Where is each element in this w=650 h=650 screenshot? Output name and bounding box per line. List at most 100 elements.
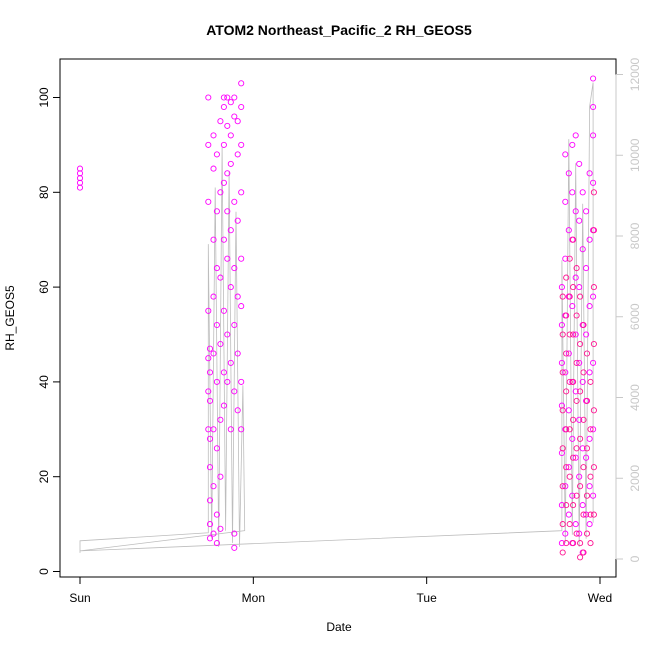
data-point [238, 426, 245, 433]
y-tick-label: 60 [37, 280, 51, 294]
data-point [586, 483, 593, 490]
data-point [224, 122, 231, 129]
data-point [558, 502, 565, 509]
data-point [205, 198, 212, 205]
data-point [220, 103, 227, 111]
data-point [213, 540, 220, 547]
data-point [224, 331, 231, 338]
data-point [220, 369, 227, 376]
data-point [559, 293, 566, 300]
data-point [565, 464, 572, 471]
data-point [576, 217, 583, 224]
data-point [590, 75, 597, 82]
data-point [583, 331, 590, 338]
data-point [563, 426, 570, 433]
data-point [217, 340, 224, 348]
data-point [231, 94, 238, 101]
data-point [565, 511, 572, 518]
data-point [570, 416, 577, 423]
data-point [583, 445, 591, 452]
data-point [576, 530, 583, 537]
y2-tick-label: 6000 [628, 303, 642, 330]
data-point [580, 416, 587, 423]
data-point [210, 483, 217, 490]
data-point [224, 94, 231, 101]
data-point [559, 445, 566, 452]
data-point [577, 435, 584, 442]
data-point [234, 151, 241, 158]
data-point [213, 151, 220, 158]
data-point [231, 265, 238, 272]
data-point [558, 284, 565, 291]
data-point [563, 312, 570, 319]
data-point [576, 359, 583, 366]
data-point [577, 483, 584, 490]
data-point [572, 454, 579, 461]
y-axis-right: 0 2000 4000 6000 8000 10000 12000 [615, 57, 642, 562]
data-point [559, 483, 566, 490]
plot-area-frame [59, 58, 617, 578]
data-point [76, 179, 84, 186]
data-point [590, 227, 597, 234]
data-point [562, 369, 569, 376]
data-point [238, 303, 245, 310]
data-point [224, 208, 231, 215]
data-point [217, 274, 224, 281]
y-tick-label: 100 [37, 87, 51, 107]
data-point [590, 103, 597, 111]
data-point [210, 293, 217, 300]
data-point [590, 132, 597, 139]
data-point [224, 170, 231, 177]
data-point [573, 359, 580, 366]
data-point [217, 189, 224, 196]
data-point [579, 378, 586, 385]
x-axis: Sun Mon Tue Wed [69, 576, 612, 605]
data-point [559, 407, 566, 414]
data-point [562, 530, 569, 537]
data-point [559, 521, 566, 528]
data-point [569, 435, 576, 442]
data-point [563, 540, 570, 547]
y-tick-label: 20 [37, 470, 51, 484]
data-point [217, 525, 224, 532]
y-tick-label: 80 [37, 185, 51, 199]
data-point [224, 255, 231, 262]
data-point [590, 407, 597, 414]
data-point [576, 160, 583, 167]
data-point [590, 293, 597, 300]
data-point [572, 331, 579, 338]
data-point [565, 170, 572, 177]
data-point [231, 198, 238, 205]
data-point [563, 388, 570, 395]
data-point [569, 303, 576, 310]
data-point [559, 331, 566, 338]
data-point [238, 80, 245, 87]
y2-tick-label: 10000 [628, 138, 642, 172]
data-point [210, 530, 217, 537]
data-point [586, 521, 593, 528]
x-tick-label: Sun [69, 591, 90, 605]
data-point [234, 407, 241, 414]
data-point [220, 236, 227, 243]
secondary-track-layer [79, 82, 594, 553]
data-point [572, 274, 579, 281]
data-point [227, 160, 234, 167]
data-point [238, 255, 245, 262]
data-point [569, 189, 576, 196]
data-point [231, 544, 238, 551]
data-point [210, 132, 217, 139]
data-point [563, 502, 570, 509]
data-point [227, 99, 234, 106]
data-point [220, 402, 227, 409]
data-point [580, 464, 587, 471]
data-point [217, 118, 224, 125]
data-point [562, 151, 569, 158]
data-point [227, 359, 234, 366]
data-point [566, 521, 573, 528]
data-point [238, 103, 245, 111]
y2-tick-label: 4000 [628, 384, 642, 411]
data-point [231, 113, 238, 120]
x-tick-label: Tue [417, 591, 438, 605]
data-point [220, 179, 227, 186]
